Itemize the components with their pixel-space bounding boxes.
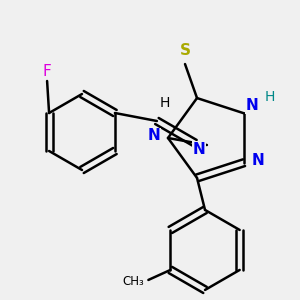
Text: N: N	[252, 153, 264, 168]
Text: N: N	[193, 142, 205, 157]
Text: H: H	[265, 90, 275, 104]
Text: F: F	[43, 64, 52, 79]
Text: H: H	[160, 96, 170, 110]
Text: N: N	[148, 128, 160, 143]
Text: CH₃: CH₃	[123, 275, 144, 288]
Text: N: N	[246, 98, 258, 113]
Text: S: S	[179, 43, 191, 58]
